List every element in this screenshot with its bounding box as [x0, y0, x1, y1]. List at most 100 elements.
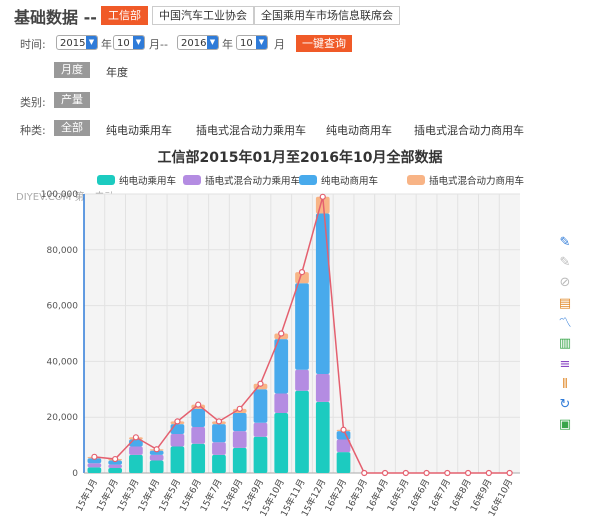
line-chart-icon[interactable]: 〽 [558, 316, 572, 331]
legend-swatch[interactable] [183, 175, 201, 185]
kind-phev-passenger[interactable]: 插电式混合动力乘用车 [196, 124, 306, 137]
bar-segment[interactable] [274, 393, 289, 414]
legend-swatch[interactable] [299, 175, 317, 185]
total-point[interactable] [132, 434, 140, 441]
bar-segment[interactable] [129, 454, 143, 473]
total-point[interactable] [423, 469, 430, 477]
kind-all[interactable]: 全部 [54, 120, 90, 136]
total-point[interactable] [257, 380, 264, 387]
total-point[interactable] [174, 418, 181, 425]
end-year-select[interactable]: 2016 ▼ [177, 35, 219, 50]
bar-segment[interactable] [232, 431, 247, 448]
total-point[interactable] [361, 469, 368, 477]
total-point[interactable] [402, 469, 409, 477]
bar-segment[interactable] [108, 464, 122, 468]
bar-segment[interactable] [253, 389, 268, 423]
bar-segment[interactable] [170, 433, 185, 447]
month-unit: 月 [149, 38, 160, 51]
total-point[interactable] [506, 469, 513, 477]
source-tab-caam[interactable]: 中国汽车工业协会 [152, 6, 254, 25]
source-tab-cpca[interactable]: 全国乘用车市场信息联席会 [254, 6, 400, 25]
total-point[interactable] [319, 193, 326, 200]
total-point[interactable] [381, 469, 389, 477]
legend-label[interactable]: 纯电动乘用车 [119, 175, 176, 187]
bar-segment[interactable] [295, 390, 309, 473]
total-point[interactable] [91, 453, 98, 460]
total-point[interactable] [112, 455, 119, 463]
watermark: DIYEV.COM 第一电动 [16, 192, 115, 203]
legend-swatch[interactable] [407, 175, 425, 185]
bar-segment[interactable] [170, 446, 185, 473]
tab-yearly[interactable]: 年度 [106, 66, 128, 79]
category-production[interactable]: 产量 [54, 92, 90, 108]
bar-segment[interactable] [149, 460, 164, 473]
bar-segment[interactable] [253, 422, 268, 437]
bar-segment[interactable] [274, 413, 289, 473]
bar-segment[interactable] [149, 454, 164, 461]
bar-segment[interactable] [274, 339, 289, 394]
legend-label[interactable]: 插电式混合动力乘用车 [205, 175, 300, 187]
bar-chart-icon[interactable]: ▥ [558, 336, 572, 351]
bar-segment[interactable] [295, 369, 309, 391]
chart-title: 工信部2015年01月至2016年10月全部数据 [157, 150, 443, 166]
bar-segment[interactable] [87, 467, 102, 473]
save-icon[interactable]: ▣ [558, 417, 572, 432]
bar-segment[interactable] [212, 454, 226, 473]
bar-segment[interactable] [87, 458, 102, 464]
tab-monthly[interactable]: 月度 [54, 62, 90, 78]
bar-segment[interactable] [336, 439, 351, 453]
start-month-select[interactable]: 10 ▼ [113, 35, 145, 50]
kind-label: 种类: [20, 124, 46, 137]
bar-segment[interactable] [108, 460, 122, 465]
kind-bev-passenger[interactable]: 纯电动乘用车 [106, 124, 172, 137]
total-point[interactable] [298, 269, 306, 276]
start-year-select[interactable]: 2015 ▼ [56, 35, 98, 50]
refresh-icon[interactable]: ↻ [559, 397, 571, 412]
legend-swatch[interactable] [97, 175, 115, 185]
bar-segment[interactable] [191, 443, 206, 473]
pen-icon[interactable]: ✎ [559, 235, 571, 250]
bar-segment[interactable] [315, 401, 330, 473]
y-tick-label: 40,000 [47, 357, 79, 367]
total-point[interactable] [444, 469, 451, 477]
bar-segment[interactable] [108, 467, 122, 473]
total-point[interactable] [195, 401, 202, 408]
total-point[interactable] [236, 405, 243, 412]
bar-segment[interactable] [212, 424, 226, 443]
bar-segment[interactable] [191, 426, 206, 444]
kind-bev-commercial[interactable]: 纯电动商用车 [326, 124, 392, 137]
total-point[interactable] [485, 469, 492, 477]
bar-segment[interactable] [212, 442, 226, 455]
total-point[interactable] [153, 446, 160, 453]
chevron-down-icon: ▼ [86, 36, 97, 49]
bar-segment[interactable] [191, 408, 206, 427]
legend-label[interactable]: 插电式混合动力商用车 [429, 175, 524, 187]
source-tab-miit[interactable]: 工信部 [101, 6, 148, 25]
eraser-icon[interactable]: ✎ [559, 255, 571, 270]
total-point[interactable] [464, 469, 472, 477]
bar-segment[interactable] [336, 452, 351, 473]
query-button[interactable]: 一键查询 [296, 35, 352, 52]
stack-icon[interactable]: ≡ [559, 357, 571, 372]
legend-label[interactable]: 纯电动商用车 [321, 175, 378, 187]
tiled-icon[interactable]: ⦀ [562, 377, 568, 392]
bar-segment[interactable] [315, 213, 330, 374]
bar-segment[interactable] [295, 283, 309, 370]
start-year-value: 2015 [60, 38, 86, 49]
end-month-select[interactable]: 10 ▼ [236, 35, 268, 50]
total-point[interactable] [278, 330, 285, 337]
bar-segment[interactable] [149, 450, 164, 455]
bar-segment[interactable] [253, 436, 268, 473]
bar-segment[interactable] [232, 413, 247, 432]
total-point[interactable] [340, 426, 347, 433]
data-view-icon[interactable]: ▤ [558, 296, 572, 311]
bar-segment[interactable] [129, 446, 143, 455]
clear-icon[interactable]: ⊘ [559, 275, 571, 290]
y-tick-label: 0 [72, 469, 78, 479]
bar-segment[interactable] [232, 447, 247, 473]
kind-phev-commercial[interactable]: 插电式混合动力商用车 [414, 124, 524, 137]
bar-segment[interactable] [87, 463, 102, 468]
total-point[interactable] [215, 418, 223, 425]
bar-segment[interactable] [315, 373, 330, 402]
